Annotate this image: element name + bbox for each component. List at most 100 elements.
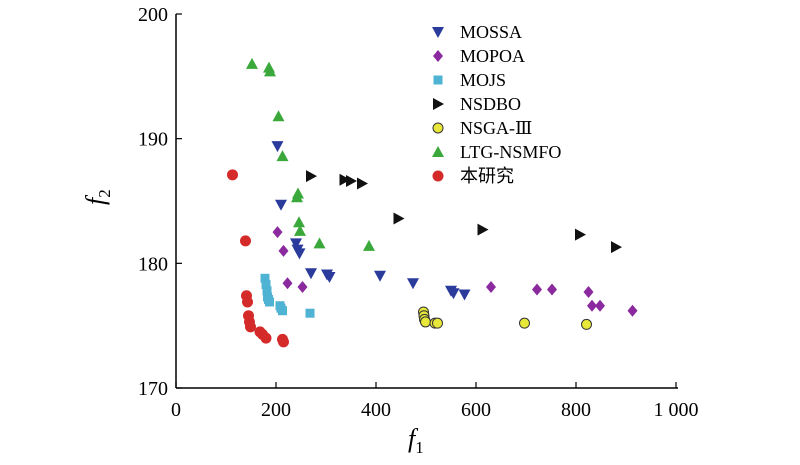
- data-point: [393, 212, 405, 225]
- series-3: [306, 170, 622, 254]
- data-point: [293, 216, 305, 228]
- x-tick-label: 200: [261, 399, 291, 421]
- data-point: [587, 299, 597, 312]
- legend: MOSSA MOPOA MOJS NSDBO NSGA-Ⅲ LTG-NSMFO 本研究: [432, 22, 561, 186]
- data-point: [486, 281, 496, 294]
- data-point: [346, 175, 357, 188]
- data-point: [293, 248, 306, 260]
- series-4: [418, 306, 592, 330]
- data-point: [260, 332, 272, 344]
- data-point: [271, 141, 284, 153]
- data-point: [519, 317, 530, 329]
- data-point: [339, 173, 351, 186]
- legend-label: LTG-NSMFO: [460, 142, 561, 162]
- legend-marker: [432, 170, 444, 182]
- data-point: [547, 283, 557, 296]
- y-tick-label: 200: [138, 4, 168, 26]
- data-points: [227, 57, 638, 348]
- legend-marker: [432, 122, 444, 134]
- data-point: [246, 57, 258, 69]
- data-point: [323, 272, 336, 284]
- data-point: [305, 268, 317, 280]
- data-point: [297, 281, 308, 294]
- data-point: [432, 317, 443, 329]
- x-ticks: 0 200 400 600 800 1 000: [171, 382, 699, 421]
- legend-item: MOPOA: [433, 46, 525, 66]
- data-point: [278, 336, 289, 348]
- data-point: [627, 304, 638, 317]
- data-point: [278, 244, 289, 257]
- data-point: [363, 239, 375, 251]
- data-point: [240, 235, 251, 247]
- legend-label: MOJS: [460, 70, 506, 90]
- series-6: [227, 169, 289, 348]
- data-point: [407, 278, 419, 290]
- data-point: [595, 299, 605, 312]
- data-point: [227, 169, 238, 181]
- data-point: [583, 286, 594, 299]
- legend-item: NSGA-Ⅲ: [432, 118, 532, 138]
- data-point: [477, 223, 489, 236]
- y-tick-label: 190: [138, 129, 168, 151]
- data-point: [611, 241, 622, 254]
- data-point: [278, 306, 287, 316]
- y-ticks: 170 180 190 200: [138, 4, 182, 400]
- legend-label: NSGA-Ⅲ: [460, 118, 532, 138]
- x-tick-label: 0: [171, 399, 181, 421]
- x-axis-title: f1: [408, 424, 424, 457]
- legend-marker: [433, 75, 443, 85]
- legend-label: 本研究: [460, 166, 514, 186]
- data-point: [261, 280, 271, 290]
- data-point: [532, 283, 542, 296]
- series-2: [260, 273, 315, 318]
- data-point: [242, 296, 253, 308]
- legend-item: LTG-NSMFO: [432, 142, 561, 162]
- series-5: [246, 57, 375, 251]
- data-point: [276, 150, 289, 162]
- legend-item: NSDBO: [433, 94, 521, 114]
- data-point: [260, 273, 270, 283]
- y-tick-label: 180: [138, 253, 168, 275]
- legend-marker: [433, 50, 443, 62]
- legend-marker: [432, 146, 444, 157]
- data-point: [357, 177, 368, 190]
- legend-item: 本研究: [432, 166, 514, 186]
- x-tick-label: 800: [561, 399, 591, 421]
- data-point: [581, 318, 592, 330]
- x-tick-label: 600: [461, 399, 491, 421]
- legend-label: NSDBO: [460, 94, 521, 114]
- data-point: [458, 289, 471, 301]
- series-1: [272, 226, 638, 317]
- data-point: [447, 288, 460, 300]
- data-point: [275, 199, 287, 211]
- data-point: [575, 228, 586, 241]
- data-point: [272, 226, 283, 239]
- data-point: [245, 321, 256, 333]
- data-point: [313, 237, 326, 249]
- legend-item: MOSSA: [432, 22, 522, 42]
- legend-marker: [432, 27, 444, 38]
- series-0: [271, 141, 471, 301]
- data-point: [290, 238, 302, 250]
- data-point: [272, 110, 285, 122]
- legend-label: MOSSA: [460, 22, 522, 42]
- data-point: [294, 224, 306, 236]
- data-point: [282, 277, 293, 290]
- data-point: [292, 187, 304, 199]
- data-point: [264, 65, 276, 77]
- data-point: [262, 286, 272, 296]
- x-tick-label: 1 000: [654, 399, 699, 421]
- data-point: [374, 270, 386, 282]
- legend-marker: [433, 98, 444, 110]
- data-point: [305, 308, 315, 318]
- x-tick-label: 400: [361, 399, 391, 421]
- data-point: [306, 170, 317, 183]
- data-point: [420, 316, 431, 328]
- y-axis-title: f2: [81, 189, 114, 205]
- legend-item: MOJS: [433, 70, 506, 90]
- legend-label: MOPOA: [460, 46, 525, 66]
- data-point: [265, 297, 274, 307]
- y-tick-label: 170: [138, 378, 168, 400]
- axes: [175, 14, 678, 389]
